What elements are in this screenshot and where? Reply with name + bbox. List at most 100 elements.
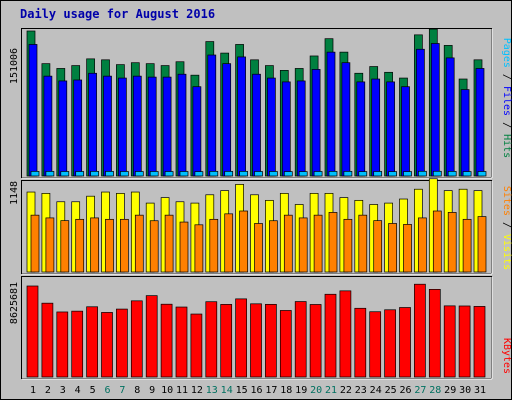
legend-files: Files: [501, 86, 512, 116]
kbytes-bar: [414, 283, 426, 378]
kbytes-bar: [56, 311, 69, 378]
kbytes-bar: [443, 305, 456, 378]
kbytes-bar: [458, 305, 471, 378]
day-tick-label: 15: [236, 385, 248, 396]
kbytes-bar: [41, 302, 54, 378]
pages-bar: [209, 171, 219, 177]
day-tick-label: 12: [191, 385, 203, 396]
files-bar: [162, 76, 172, 177]
sites-bar: [388, 223, 397, 273]
sites-bar: [224, 213, 234, 273]
pages-bar: [432, 170, 442, 177]
files-bar: [311, 69, 321, 177]
day-tick-label: 25: [385, 385, 397, 396]
files-bar: [103, 75, 112, 177]
files-bar: [73, 79, 83, 177]
pages-bar: [30, 171, 40, 177]
pages-bar: [373, 171, 383, 177]
pages-bar: [358, 171, 368, 177]
kbytes-bar: [309, 304, 322, 378]
files-bar: [416, 48, 425, 177]
sites-bar: [269, 220, 278, 273]
sites-bar: [283, 214, 293, 273]
kbytes-bar: [294, 301, 307, 378]
sites-bar: [164, 214, 174, 273]
pages-bar: [164, 171, 174, 177]
legend-hits: Hits: [501, 134, 512, 158]
pages-bar: [120, 171, 129, 177]
day-axis: 1 2 3 4 5 6 7 8 9 10 11 12 13 14 15 16 17 18 19 20 21 22 23 24 2…: [30, 385, 486, 396]
files-bar: [445, 57, 455, 177]
day-tick-label: 23: [355, 385, 367, 396]
kbytes-bar: [205, 301, 218, 378]
kbytes-bar: [250, 303, 262, 378]
sites-bar: [194, 224, 204, 273]
pages-bar: [134, 171, 144, 177]
sites-bar: [313, 214, 323, 273]
day-tick-label: 19: [295, 385, 307, 396]
pages-bar: [418, 170, 427, 177]
day-tick-label: 1: [30, 385, 36, 396]
panel-1-max-label: 151006: [9, 48, 20, 84]
pages-bar: [313, 171, 323, 177]
files-bar: [28, 44, 38, 177]
day-tick-label: 4: [75, 385, 81, 396]
files-bar: [267, 77, 276, 177]
pages-bar: [239, 171, 248, 177]
kbytes-bar: [473, 306, 486, 378]
sites-bar: [30, 214, 40, 273]
pages-bar: [298, 171, 308, 177]
sites-bar: [75, 218, 85, 273]
files-bar: [371, 78, 381, 177]
sites-bar: [432, 210, 442, 273]
sites-bar: [45, 217, 55, 273]
kbytes-bar: [399, 307, 411, 378]
kbytes-bar: [71, 310, 84, 378]
files-bar: [177, 73, 187, 177]
day-tick-label: 14: [221, 385, 233, 396]
sites-bar: [149, 220, 159, 273]
kbytes-bar: [220, 304, 233, 378]
files-bar: [356, 81, 366, 177]
day-tick-label: 28: [429, 385, 441, 396]
files-bar: [281, 81, 291, 177]
sites-bar: [239, 210, 248, 273]
sites-bar: [358, 214, 368, 273]
pages-bar: [477, 171, 487, 177]
day-tick-label: 27: [414, 385, 426, 396]
pages-bar: [254, 171, 263, 177]
pages-bar: [269, 171, 278, 177]
pages-bar: [194, 171, 204, 177]
day-tick-label: 30: [459, 385, 471, 396]
day-tick-label: 3: [60, 385, 66, 396]
day-tick-label: 24: [370, 385, 382, 396]
kbytes-bar: [26, 285, 39, 378]
files-bar: [460, 89, 470, 177]
legend-pages: Pages: [501, 38, 512, 68]
kbytes-bar: [354, 307, 367, 378]
day-tick-label: 18: [280, 385, 292, 396]
kbytes-bar: [86, 306, 98, 378]
sites-bar: [134, 214, 144, 273]
sites-bar: [120, 218, 129, 273]
day-tick-label: 11: [176, 385, 188, 396]
sites-bar: [328, 212, 338, 273]
sites-bar: [179, 221, 189, 273]
pages-bar: [403, 171, 412, 177]
files-bar: [88, 72, 97, 177]
kbytes-bar: [145, 295, 158, 378]
sites-bar: [343, 218, 353, 273]
sites-bar: [209, 218, 219, 273]
pages-bar: [149, 171, 159, 177]
files-bar: [430, 43, 440, 177]
day-tick-label: 26: [399, 385, 411, 396]
files-bar: [237, 56, 246, 177]
pages-bar: [343, 171, 353, 177]
pages-bar: [60, 171, 70, 177]
legend-kbytes: KBytes: [501, 338, 512, 374]
kbytes-bar: [369, 311, 382, 378]
kbytes-bar: [235, 298, 247, 378]
pages-bar: [90, 171, 99, 177]
sites-bar: [403, 224, 412, 273]
